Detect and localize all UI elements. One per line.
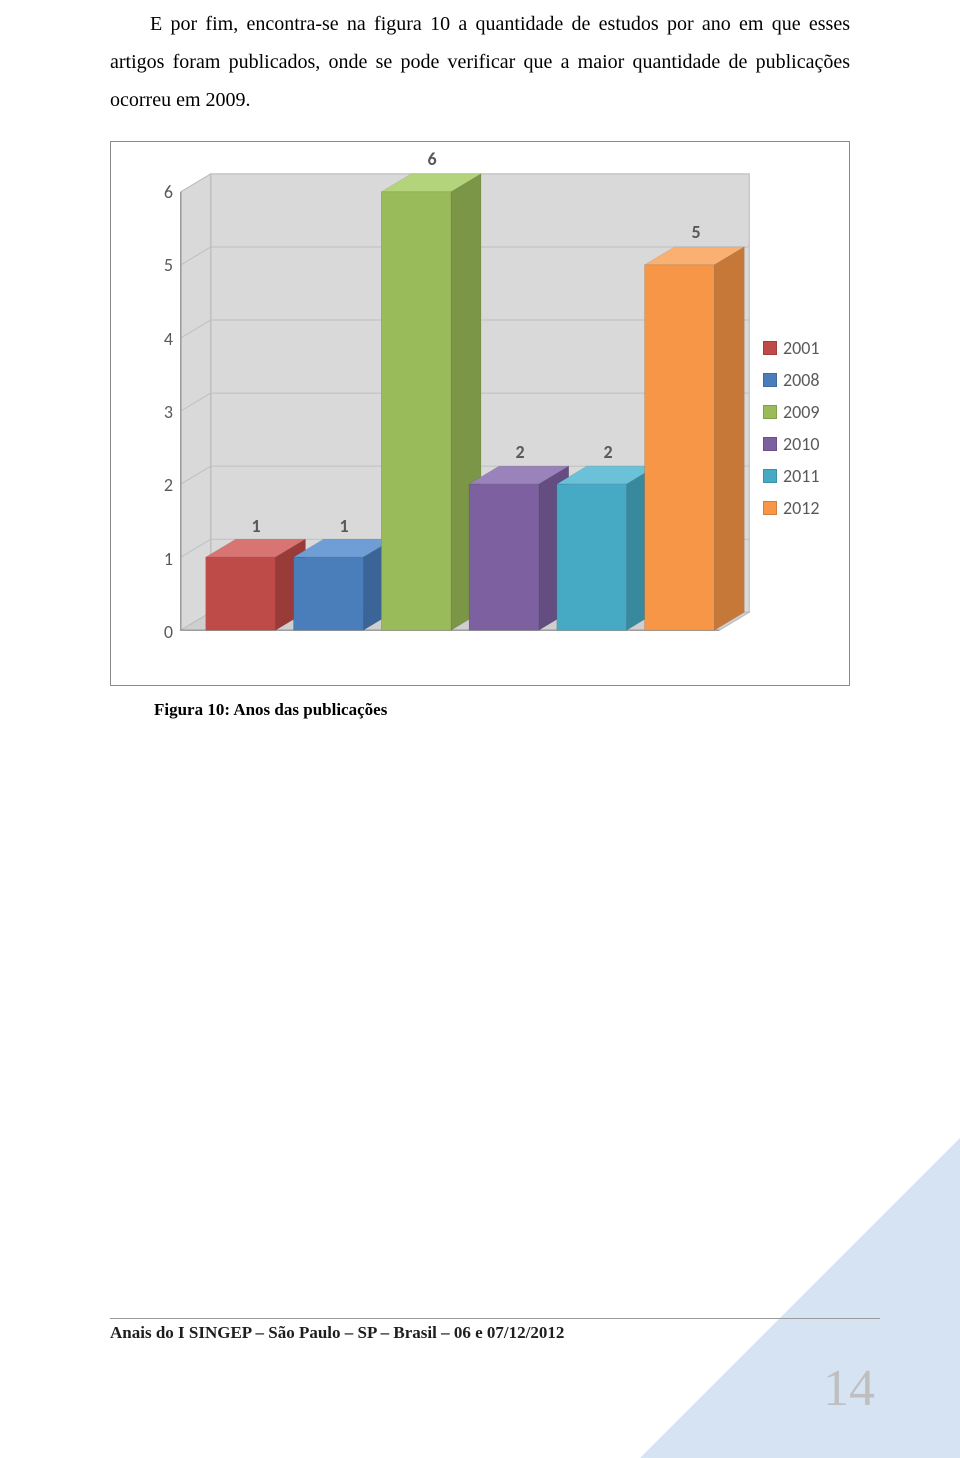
para-text: E por fim, encontra-se na figura 10 a qu… xyxy=(110,13,850,111)
y-tick-label: 0 xyxy=(143,621,173,643)
legend-item: 2011 xyxy=(763,465,820,487)
footer-text: Anais do I SINGEP – São Paulo – SP – Bra… xyxy=(110,1323,880,1343)
y-tick-label: 6 xyxy=(143,181,173,203)
legend-label: 2009 xyxy=(783,401,820,423)
y-tick-label: 1 xyxy=(143,548,173,570)
bar-value-label: 1 xyxy=(329,515,359,537)
legend-label: 2011 xyxy=(783,465,820,487)
bar-value-label: 6 xyxy=(417,148,447,170)
corner-decoration xyxy=(640,1138,960,1458)
y-tick-label: 2 xyxy=(143,474,173,496)
legend-label: 2012 xyxy=(783,497,820,519)
legend-swatch xyxy=(763,373,777,387)
legend-label: 2008 xyxy=(783,369,820,391)
bar-value-label: 2 xyxy=(505,441,535,463)
bar-value-label: 2 xyxy=(593,441,623,463)
legend-swatch xyxy=(763,341,777,355)
legend-item: 2001 xyxy=(763,337,820,359)
legend-swatch xyxy=(763,437,777,451)
chart-container: 0 1 2 3 4 5 6 1 1 6 2 2 5 2001 2008 2009 2010 2011 2012 xyxy=(110,141,850,686)
intro-paragraph: E por fim, encontra-se na figura 10 a qu… xyxy=(110,0,850,119)
y-tick-label: 5 xyxy=(143,254,173,276)
legend-swatch xyxy=(763,501,777,515)
page-number: 14 xyxy=(823,1359,875,1418)
footer-rule xyxy=(110,1318,880,1319)
legend-label: 2010 xyxy=(783,433,820,455)
y-tick-label: 4 xyxy=(143,328,173,350)
legend-swatch xyxy=(763,405,777,419)
legend-item: 2010 xyxy=(763,433,820,455)
legend-item: 2008 xyxy=(763,369,820,391)
bar-value-label: 5 xyxy=(681,221,711,243)
legend-item: 2012 xyxy=(763,497,820,519)
page-footer: Anais do I SINGEP – São Paulo – SP – Bra… xyxy=(110,1318,880,1398)
chart-svg xyxy=(111,142,849,685)
chart-legend: 2001 2008 2009 2010 2011 2012 xyxy=(763,337,820,529)
legend-item: 2009 xyxy=(763,401,820,423)
y-tick-label: 3 xyxy=(143,401,173,423)
legend-swatch xyxy=(763,469,777,483)
bar-value-label: 1 xyxy=(241,515,271,537)
chart-caption: Figura 10: Anos das publicações xyxy=(154,700,850,720)
legend-label: 2001 xyxy=(783,337,820,359)
